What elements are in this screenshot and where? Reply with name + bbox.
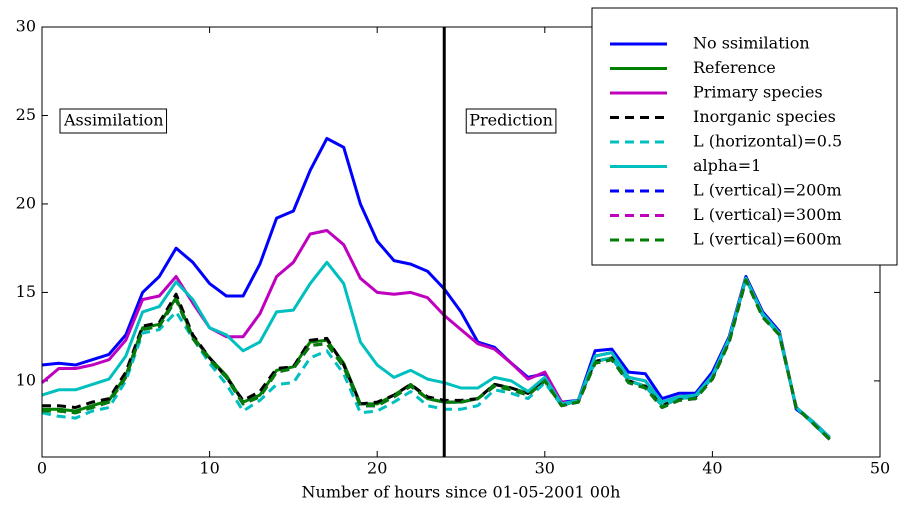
x-tick-label: 40 — [702, 459, 722, 478]
x-tick-label: 50 — [870, 459, 890, 478]
series-line — [42, 276, 831, 441]
y-tick-label: 15 — [16, 282, 36, 301]
x-tick-label: 10 — [199, 459, 219, 478]
series-line — [42, 276, 831, 441]
legend-label: L (vertical)=200m — [693, 181, 842, 200]
legend-box — [591, 7, 898, 266]
y-tick-label: 30 — [16, 17, 36, 36]
x-axis-label: Number of hours since 01-05-2001 00h — [302, 483, 621, 502]
x-tick-label: 0 — [37, 459, 47, 478]
legend-label: alpha=1 — [693, 156, 761, 175]
legend-label: No ssimilation — [693, 34, 810, 53]
legend-label: L (vertical)=600m — [693, 230, 842, 249]
annotation: Assimilation — [63, 111, 164, 130]
series-line — [41, 276, 831, 441]
legend-label: Reference — [693, 58, 776, 77]
y-tick-label: 25 — [16, 105, 36, 124]
x-tick-label: 30 — [535, 459, 555, 478]
legend: No ssimilation Reference Primary species In… — [591, 7, 898, 266]
legend-label: Inorganic species — [693, 107, 836, 126]
x-tick-label: 20 — [367, 459, 387, 478]
series-line — [42, 278, 831, 441]
series-line — [41, 260, 831, 439]
legend-label: L (vertical)=300m — [693, 205, 842, 224]
y-tick-label: 10 — [16, 370, 36, 389]
y-tick-label: 20 — [16, 193, 36, 212]
legend-label: L (horizontal)=0.5 — [693, 132, 842, 151]
legend-label: Primary species — [693, 83, 823, 102]
annotation-box — [59, 108, 168, 134]
annotation: Prediction — [469, 111, 553, 130]
annotation-box — [465, 108, 557, 134]
